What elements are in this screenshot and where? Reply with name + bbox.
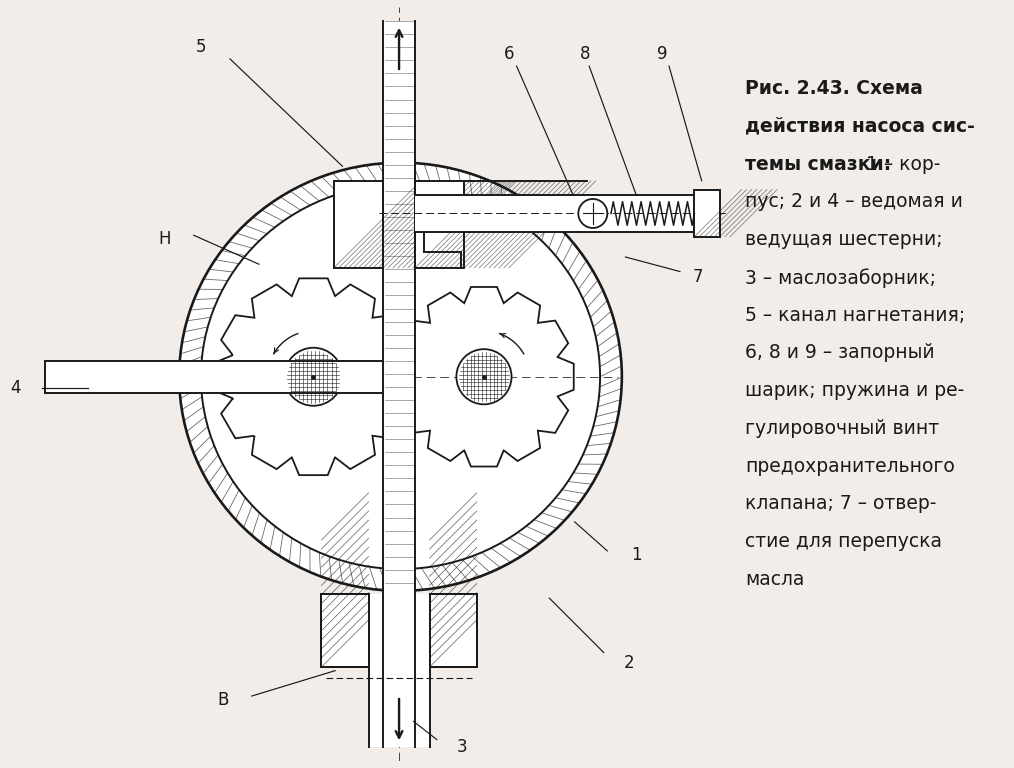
Text: ведущая шестерни;: ведущая шестерни; bbox=[745, 230, 943, 249]
Bar bbox=[45, 361, 383, 392]
Circle shape bbox=[456, 349, 511, 404]
Text: предохранительного: предохранительного bbox=[745, 456, 955, 475]
Bar bbox=[321, 594, 368, 667]
Text: действия насоса сис-: действия насоса сис- bbox=[745, 117, 975, 136]
Circle shape bbox=[284, 348, 343, 406]
Text: 1: 1 bbox=[631, 545, 642, 564]
Bar bbox=[695, 190, 720, 237]
Ellipse shape bbox=[201, 184, 600, 569]
Text: В: В bbox=[217, 690, 228, 709]
Text: темы смазки:: темы смазки: bbox=[745, 154, 891, 174]
Text: шарик; пружина и ре-: шарик; пружина и ре- bbox=[745, 381, 964, 400]
Bar bbox=[334, 180, 383, 268]
Circle shape bbox=[578, 199, 607, 228]
Bar bbox=[415, 180, 464, 268]
Text: 8: 8 bbox=[580, 45, 591, 63]
Ellipse shape bbox=[179, 163, 622, 591]
Text: 9: 9 bbox=[656, 45, 667, 63]
Polygon shape bbox=[215, 278, 412, 475]
Bar bbox=[430, 594, 477, 667]
Text: 7: 7 bbox=[693, 267, 704, 286]
Text: 3: 3 bbox=[457, 738, 467, 756]
Bar bbox=[321, 594, 368, 667]
Bar bbox=[383, 174, 415, 594]
Text: 3 – маслозаборник;: 3 – маслозаборник; bbox=[745, 268, 936, 287]
Text: стие для перепуска: стие для перепуска bbox=[745, 532, 942, 551]
Bar bbox=[368, 594, 430, 746]
Polygon shape bbox=[394, 287, 574, 466]
Text: клапана; 7 – отвер-: клапана; 7 – отвер- bbox=[745, 495, 937, 513]
Text: 4: 4 bbox=[11, 379, 21, 396]
Text: пус; 2 и 4 – ведомая и: пус; 2 и 4 – ведомая и bbox=[745, 193, 963, 211]
Text: 5 – канал нагнетания;: 5 – канал нагнетания; bbox=[745, 306, 965, 325]
Text: 2: 2 bbox=[624, 654, 635, 673]
Text: масла: масла bbox=[745, 570, 804, 589]
Text: 6, 8 и 9 – запорный: 6, 8 и 9 – запорный bbox=[745, 343, 935, 362]
Text: Н: Н bbox=[158, 230, 171, 248]
Text: 5: 5 bbox=[196, 38, 206, 55]
Bar bbox=[430, 594, 477, 667]
Text: 6: 6 bbox=[504, 45, 515, 63]
Text: 1 – кор-: 1 – кор- bbox=[860, 154, 940, 174]
Text: гулировочный винт: гулировочный винт bbox=[745, 419, 939, 438]
Bar bbox=[415, 195, 720, 232]
Bar bbox=[383, 22, 415, 746]
Text: Рис. 2.43. Схема: Рис. 2.43. Схема bbox=[745, 79, 923, 98]
